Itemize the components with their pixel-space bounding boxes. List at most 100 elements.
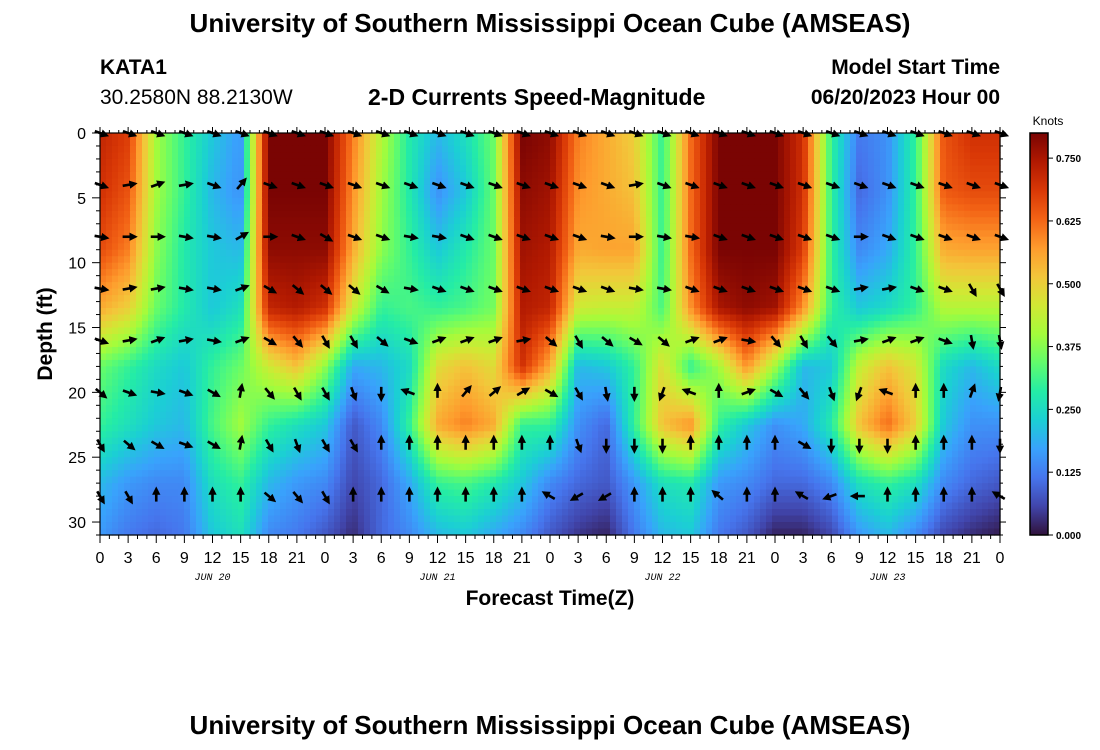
heatmap-cell xyxy=(136,139,143,147)
heatmap-cell xyxy=(742,165,749,173)
heatmap-cell xyxy=(184,275,191,283)
heatmap-cell xyxy=(322,301,329,309)
heatmap-cell xyxy=(754,334,761,342)
heatmap-cell xyxy=(472,165,479,173)
heatmap-cell xyxy=(298,308,305,316)
heatmap-cell xyxy=(580,158,587,167)
heatmap-cell xyxy=(310,236,317,244)
heatmap-cell xyxy=(706,340,713,348)
heatmap-cell xyxy=(376,158,383,167)
heatmap-cell xyxy=(580,327,587,335)
speed-heatmap xyxy=(100,133,1001,536)
heatmap-cell xyxy=(826,308,833,316)
heatmap-cell xyxy=(790,288,797,296)
heatmap-cell xyxy=(556,321,563,329)
heatmap-cell xyxy=(430,321,437,329)
heatmap-cell xyxy=(790,314,797,322)
heatmap-cell xyxy=(682,217,689,225)
heatmap-cell xyxy=(538,145,545,154)
heatmap-cell xyxy=(706,334,713,342)
heatmap-cell xyxy=(550,301,557,309)
heatmap-cell xyxy=(784,321,791,329)
heatmap-cell xyxy=(454,269,461,277)
heatmap-cell xyxy=(532,145,539,154)
heatmap-cell xyxy=(622,184,629,192)
heatmap-cell xyxy=(214,262,221,270)
heatmap-cell xyxy=(214,249,221,257)
heatmap-cell xyxy=(124,269,131,277)
heatmap-cell xyxy=(910,230,917,238)
heatmap-cell xyxy=(718,301,725,309)
heatmap-cell xyxy=(370,152,377,160)
heatmap-cell xyxy=(316,133,323,141)
heatmap-cell xyxy=(916,249,923,257)
heatmap-cell xyxy=(196,308,203,316)
heatmap-cell xyxy=(352,275,359,283)
heatmap-cell xyxy=(460,139,467,147)
heatmap-cell xyxy=(340,191,347,199)
heatmap-cell xyxy=(136,314,143,322)
heatmap-cell xyxy=(304,295,311,303)
heatmap-cell xyxy=(100,256,107,264)
heatmap-cell xyxy=(730,256,737,264)
heatmap-cell xyxy=(838,184,845,192)
heatmap-cell xyxy=(316,171,323,179)
heatmap-cell xyxy=(628,165,635,173)
heatmap-cell xyxy=(856,236,863,244)
heatmap-cell xyxy=(286,236,293,244)
heatmap-cell xyxy=(838,210,845,218)
heatmap-cell xyxy=(232,145,239,154)
heatmap-cell xyxy=(406,236,413,244)
heatmap-cell xyxy=(652,295,659,303)
heatmap-cell xyxy=(682,334,689,342)
heatmap-cell xyxy=(874,165,881,173)
heatmap-cell xyxy=(166,210,173,218)
heatmap-cell xyxy=(376,256,383,264)
heatmap-cell xyxy=(952,217,959,225)
heatmap-cell xyxy=(334,327,341,335)
heatmap-cell xyxy=(244,197,251,205)
heatmap-cell xyxy=(100,243,107,251)
heatmap-cell xyxy=(118,256,125,264)
heatmap-cell xyxy=(586,301,593,309)
heatmap-cell xyxy=(652,165,659,173)
heatmap-cell xyxy=(610,152,617,160)
heatmap-cell xyxy=(334,314,341,322)
heatmap-cell xyxy=(832,204,839,212)
heatmap-cell xyxy=(832,171,839,179)
heatmap-cell xyxy=(862,145,869,154)
heatmap-cell xyxy=(220,230,227,238)
heatmap-cell xyxy=(250,236,257,244)
heatmap-cell xyxy=(424,249,431,257)
heatmap-cell xyxy=(706,184,713,192)
heatmap-cell xyxy=(928,230,935,238)
heatmap-cell xyxy=(910,282,917,290)
heatmap-cell xyxy=(418,158,425,167)
heatmap-cell xyxy=(514,321,521,329)
heatmap-cell xyxy=(850,184,857,192)
heatmap-cell xyxy=(514,334,521,342)
heatmap-cell xyxy=(166,262,173,270)
heatmap-cell xyxy=(460,236,467,244)
heatmap-cell xyxy=(610,249,617,257)
heatmap-cell xyxy=(352,145,359,154)
heatmap-cell xyxy=(910,340,917,348)
heatmap-cell xyxy=(844,204,851,212)
heatmap-cell xyxy=(976,262,983,270)
heatmap-cell xyxy=(298,301,305,309)
heatmap-cell xyxy=(406,314,413,322)
heatmap-cell xyxy=(844,191,851,199)
heatmap-cell xyxy=(556,340,563,348)
heatmap-cell xyxy=(460,295,467,303)
heatmap-cell xyxy=(982,249,989,257)
heatmap-cell xyxy=(502,145,509,154)
heatmap-cell xyxy=(568,249,575,257)
heatmap-cell xyxy=(916,139,923,147)
heatmap-cell xyxy=(406,256,413,264)
heatmap-cell xyxy=(112,282,119,290)
heatmap-cell xyxy=(814,178,821,186)
heatmap-cell xyxy=(688,158,695,167)
heatmap-cell xyxy=(670,191,677,199)
heatmap-cell xyxy=(256,334,263,342)
heatmap-cell xyxy=(832,243,839,251)
